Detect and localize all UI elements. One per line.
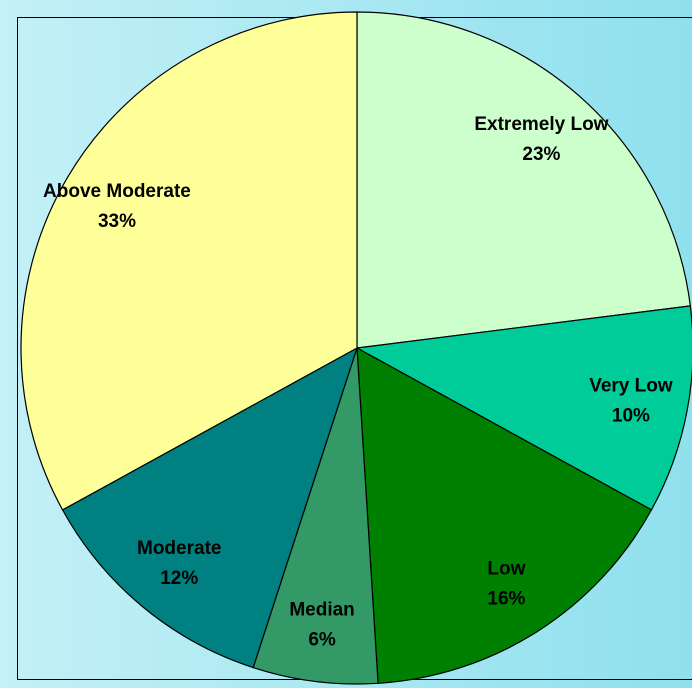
slice-label: Moderate <box>137 538 221 559</box>
slice-label: Low <box>487 558 525 579</box>
pie <box>20 11 692 685</box>
slice-label: Extremely Low <box>474 114 608 135</box>
slice-value-label: 6% <box>308 630 336 651</box>
pie-slice <box>356 346 653 684</box>
slice-label: Above Moderate <box>43 181 191 202</box>
pie-slice <box>252 347 379 685</box>
slice-value-label: 16% <box>487 588 525 609</box>
pie-slice <box>61 346 359 669</box>
slice-value-label: 10% <box>612 405 650 426</box>
slice-label: Very Low <box>589 375 673 396</box>
pie-slice <box>356 11 692 349</box>
slice-value-label: 23% <box>522 144 560 165</box>
pie-slice <box>20 11 358 511</box>
slice-value-label: 12% <box>160 568 198 589</box>
slice-value-label: 33% <box>98 211 136 232</box>
labels: Extremely Low 23% Very Low 10% Low 16% Median 6… <box>43 114 673 651</box>
slice-label: Median <box>289 600 354 621</box>
